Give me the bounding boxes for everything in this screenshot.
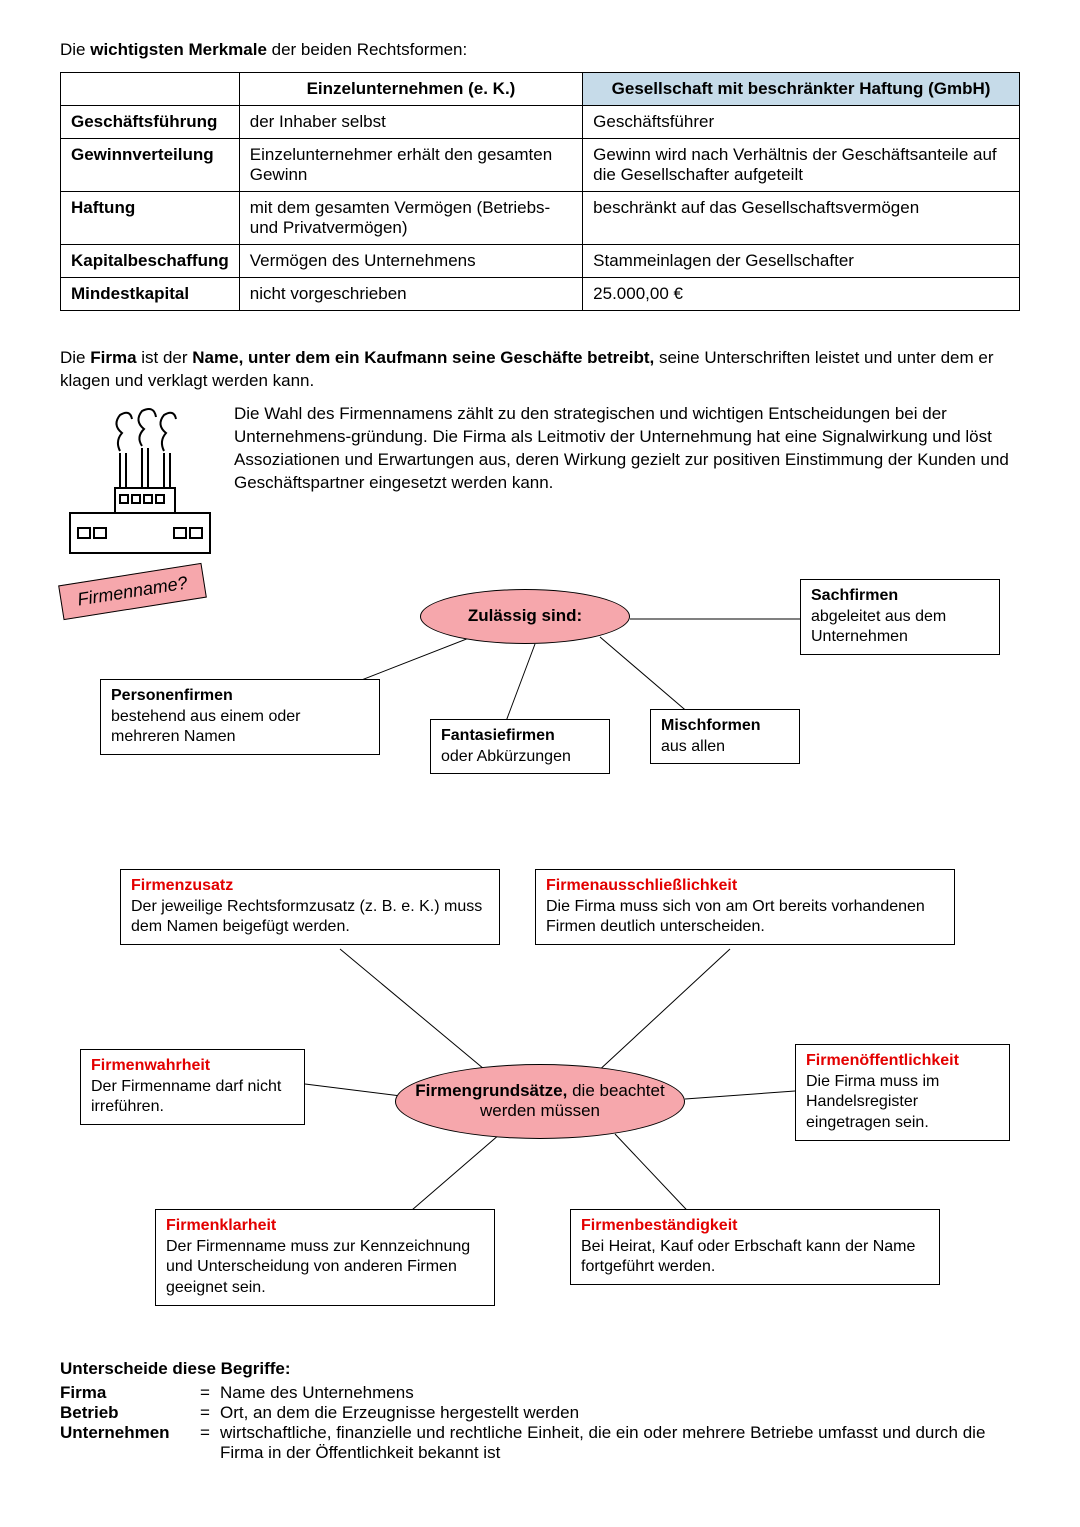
- box-title: Firmenklarheit: [166, 1216, 484, 1237]
- t: Firmengrundsätze,: [415, 1081, 567, 1100]
- box-firmenoeffentlichkeit: Firmenöffentlichkeit Die Firma muss im H…: [795, 1044, 1010, 1141]
- row-c1: der Inhaber selbst: [239, 106, 582, 139]
- box-title: Firmenausschließlichkeit: [546, 876, 944, 897]
- box-fantasiefirmen: Fantasiefirmen oder Abkürzungen: [430, 719, 610, 775]
- table-row: Kapitalbeschaffung Vermögen des Unterneh…: [61, 245, 1020, 278]
- def-row: Betrieb = Ort, an dem die Erzeugnisse he…: [60, 1403, 1020, 1423]
- row-label: Geschäftsführung: [61, 106, 240, 139]
- factory-paragraph: Die Wahl des Firmennamens zählt zu den s…: [234, 403, 1020, 495]
- box-title: Firmenzusatz: [131, 876, 489, 897]
- def-expl: Name des Unternehmens: [220, 1383, 1020, 1403]
- diagram-zulaessig: Firmenname? Zulässig sind: Sachfirmen ab…: [60, 569, 1020, 819]
- box-text: Bei Heirat, Kauf oder Erbschaft kann der…: [581, 1238, 915, 1276]
- table-row: Haftung mit dem gesamten Vermögen (Betri…: [61, 192, 1020, 245]
- def-term: Firma: [60, 1383, 200, 1403]
- def-eq: =: [200, 1423, 220, 1463]
- row-c2: Geschäftsführer: [583, 106, 1020, 139]
- box-firmenausschliesslichkeit: Firmenausschließlichkeit Die Firma muss …: [535, 869, 955, 945]
- row-c2: Stammeinlagen der Gesellschafter: [583, 245, 1020, 278]
- box-title: Mischformen: [661, 716, 789, 737]
- compare-table: Einzelunternehmen (e. K.) Gesellschaft m…: [60, 72, 1020, 311]
- box-title: Sachfirmen: [811, 586, 989, 607]
- box-mischformen: Mischformen aus allen: [650, 709, 800, 765]
- def-row: Firma = Name des Unternehmens: [60, 1383, 1020, 1403]
- def-term: Unternehmen: [60, 1423, 200, 1463]
- def-eq: =: [200, 1383, 220, 1403]
- intro-suffix: der beiden Rechtsformen:: [267, 40, 467, 59]
- firma-intro: Die Firma ist der Name, unter dem ein Ka…: [60, 347, 1020, 393]
- box-text: bestehend aus einem oder mehreren Namen: [111, 708, 300, 746]
- box-sachfirmen: Sachfirmen abgeleitet aus dem Unternehme…: [800, 579, 1000, 655]
- definitions: Unterscheide diese Begriffe: Firma = Nam…: [60, 1359, 1020, 1463]
- box-firmenklarheit: Firmenklarheit Der Firmenname muss zur K…: [155, 1209, 495, 1306]
- def-expl: Ort, an dem die Erzeugnisse hergestellt …: [220, 1403, 1020, 1423]
- box-text: Die Firma muss im Handelsregister einget…: [806, 1073, 939, 1132]
- box-text: Der Firmenname muss zur Kennzeichnung un…: [166, 1238, 470, 1297]
- table-corner: [61, 73, 240, 106]
- table-row: Mindestkapital nicht vorgeschrieben 25.0…: [61, 278, 1020, 311]
- oval-zulaessig: Zulässig sind:: [420, 589, 630, 644]
- row-label: Mindestkapital: [61, 278, 240, 311]
- table-header-ek: Einzelunternehmen (e. K.): [239, 73, 582, 106]
- t: Die: [60, 348, 90, 367]
- t: Firma: [90, 348, 136, 367]
- diagram-grundsaetze: Firmenzusatz Der jeweilige Rechtsformzus…: [60, 859, 1020, 1329]
- row-c1: nicht vorgeschrieben: [239, 278, 582, 311]
- def-eq: =: [200, 1403, 220, 1423]
- oval-text: Zulässig sind:: [468, 606, 582, 626]
- box-firmenzusatz: Firmenzusatz Der jeweilige Rechtsformzus…: [120, 869, 500, 945]
- box-title: Firmenbeständigkeit: [581, 1216, 929, 1237]
- t: ist der: [137, 348, 193, 367]
- box-firmenbestaendigkeit: Firmenbeständigkeit Bei Heirat, Kauf ode…: [570, 1209, 940, 1285]
- row-c1: mit dem gesamten Vermögen (Betriebs- und…: [239, 192, 582, 245]
- table-header-gmbh: Gesellschaft mit beschränkter Haftung (G…: [583, 73, 1020, 106]
- box-title: Firmenöffentlichkeit: [806, 1051, 999, 1072]
- t: Name, unter dem ein Kaufmann seine Gesch…: [192, 348, 654, 367]
- box-title: Fantasiefirmen: [441, 726, 599, 747]
- table-row: Gewinnverteilung Einzelunternehmer erhäl…: [61, 139, 1020, 192]
- box-text: aus allen: [661, 738, 725, 755]
- factory-icon: [60, 403, 220, 563]
- oval-text: Firmengrundsätze, die beachtet werden mü…: [408, 1081, 672, 1121]
- row-label: Kapitalbeschaffung: [61, 245, 240, 278]
- def-row: Unternehmen = wirtschaftliche, finanziel…: [60, 1423, 1020, 1463]
- oval-grundsaetze: Firmengrundsätze, die beachtet werden mü…: [395, 1064, 685, 1139]
- row-label: Haftung: [61, 192, 240, 245]
- def-expl: wirtschaftliche, finanzielle und rechtli…: [220, 1423, 1020, 1463]
- box-title: Firmenwahrheit: [91, 1056, 294, 1077]
- intro-line: Die wichtigsten Merkmale der beiden Rech…: [60, 40, 1020, 60]
- box-text: abgeleitet aus dem Unternehmen: [811, 608, 946, 646]
- row-c1: Vermögen des Unternehmens: [239, 245, 582, 278]
- defs-heading: Unterscheide diese Begriffe:: [60, 1359, 1020, 1379]
- box-text: oder Abkürzungen: [441, 748, 571, 765]
- box-text: Der jeweilige Rechtsformzusatz (z. B. e.…: [131, 898, 482, 936]
- intro-bold: wichtigsten Merkmale: [90, 40, 267, 59]
- box-text: Der Firmenname darf nicht irreführen.: [91, 1078, 281, 1116]
- box-personenfirmen: Personenfirmen bestehend aus einem oder …: [100, 679, 380, 755]
- box-text: Die Firma muss sich von am Ort bereits v…: [546, 898, 925, 936]
- row-c2: Gewinn wird nach Verhältnis der Geschäft…: [583, 139, 1020, 192]
- row-c2: beschränkt auf das Gesellschaftsvermögen: [583, 192, 1020, 245]
- row-c1: Einzelunternehmer erhält den gesamten Ge…: [239, 139, 582, 192]
- def-term: Betrieb: [60, 1403, 200, 1423]
- row-label: Gewinnverteilung: [61, 139, 240, 192]
- intro-prefix: Die: [60, 40, 90, 59]
- box-firmenwahrheit: Firmenwahrheit Der Firmenname darf nicht…: [80, 1049, 305, 1125]
- table-row: Geschäftsführung der Inhaber selbst Gesc…: [61, 106, 1020, 139]
- row-c2: 25.000,00 €: [583, 278, 1020, 311]
- factory-row: Die Wahl des Firmennamens zählt zu den s…: [60, 403, 1020, 563]
- box-title: Personenfirmen: [111, 686, 369, 707]
